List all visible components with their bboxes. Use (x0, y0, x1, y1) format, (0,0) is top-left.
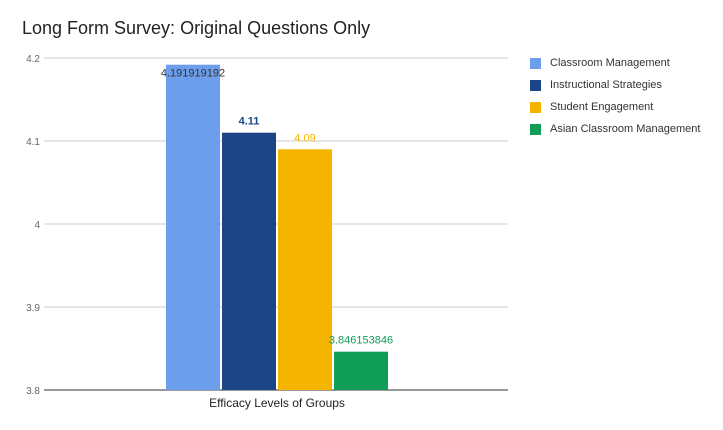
legend-swatch (530, 123, 541, 135)
legend-swatch (530, 79, 541, 91)
legend-label: Classroom Management (550, 57, 670, 69)
legend-swatch (530, 57, 541, 69)
data-label: 4.11 (239, 116, 260, 128)
bar (334, 351, 388, 390)
legend-item-instructional-strategies[interactable]: Instructional Strategies (530, 74, 700, 96)
legend-item-asian-classroom-management[interactable]: Asian Classroom Management (530, 118, 700, 140)
legend-item-student-engagement[interactable]: Student Engagement (530, 96, 700, 118)
bar (222, 132, 276, 390)
bar (166, 64, 220, 391)
x-category-label: Efficacy Levels of Groups (209, 396, 345, 410)
chart-title: Long Form Survey: Original Questions Onl… (22, 18, 371, 38)
y-tick-label: 3.9 (26, 303, 40, 314)
data-label: 4.191919192 (161, 68, 225, 80)
data-label: 4.09 (294, 132, 315, 144)
y-tick-label: 4 (34, 220, 40, 231)
y-tick-label: 4.2 (26, 54, 40, 65)
chart-legend: Classroom Management Instructional Strat… (530, 52, 700, 140)
data-label: 3.846153846 (329, 335, 393, 347)
legend-label: Asian Classroom Management (550, 123, 701, 135)
bar (278, 149, 332, 390)
legend-swatch (530, 101, 541, 113)
y-tick-label: 4.1 (26, 137, 40, 148)
legend-label: Student Engagement (550, 101, 654, 113)
legend-label: Instructional Strategies (550, 79, 662, 91)
y-tick-label: 3.8 (26, 386, 40, 397)
legend-item-classroom-management[interactable]: Classroom Management (530, 52, 700, 74)
